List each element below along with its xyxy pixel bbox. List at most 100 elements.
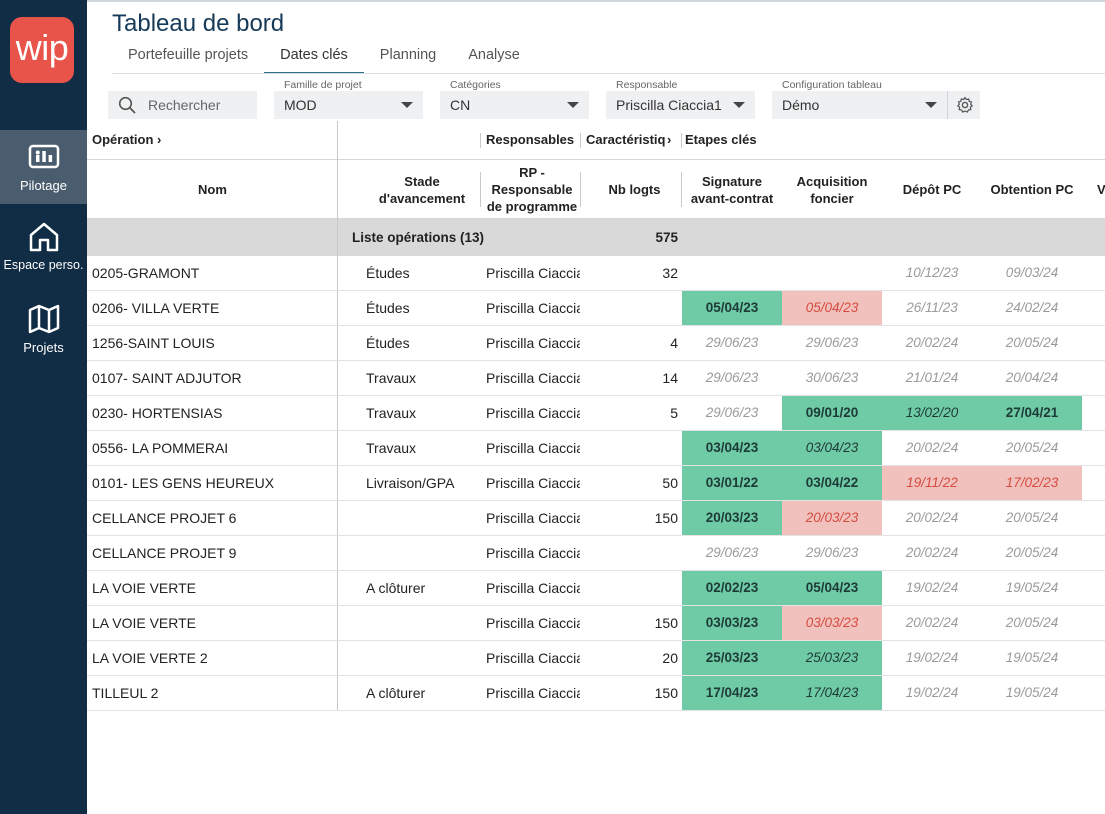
divider: [681, 133, 682, 148]
cell-nb: 4: [670, 335, 678, 351]
column-header-next[interactable]: V: [1097, 182, 1105, 197]
cell-dep: 20/02/24: [905, 545, 959, 560]
responsable-select[interactable]: Priscilla Ciaccia1: [606, 91, 755, 119]
group-operation[interactable]: Opération ›: [92, 132, 161, 147]
cell-sig: 03/03/23: [682, 606, 782, 640]
table-row[interactable]: 0556- LA POMMERAI Travaux Priscilla Ciacci…: [87, 431, 1105, 466]
responsable-value: Priscilla Ciaccia1: [616, 97, 722, 113]
home-icon: [29, 222, 58, 252]
cell-dep: 26/11/23: [906, 300, 958, 315]
cell-obt: 24/02/24: [1005, 300, 1059, 315]
categories-label: Catégories: [450, 79, 501, 91]
cell-nb: 5: [670, 405, 678, 421]
table-row[interactable]: 0101- LES GENS HEUREUX Livraison/GPA Prisc…: [87, 466, 1105, 501]
table-row[interactable]: 0205-GRAMONT Études Priscilla Ciaccia1 32 10…: [87, 256, 1105, 291]
settings-button[interactable]: [947, 91, 980, 119]
summary-label: Liste opérations (13): [352, 230, 485, 245]
configuration-label: Configuration tableau: [782, 79, 882, 91]
tab-dates-cles[interactable]: Dates clés: [264, 40, 364, 74]
cell-rp: Priscilla Ciaccia1: [486, 615, 580, 631]
cell-nom: LA VOIE VERTE: [92, 580, 197, 596]
famille-label: Famille de projet: [284, 79, 362, 91]
cell-obt: 20/05/24: [1005, 510, 1059, 525]
cell-nb: 14: [662, 370, 678, 386]
group-etapes-cles[interactable]: Etapes clés: [685, 132, 757, 147]
cell-obt: 19/05/24: [1005, 580, 1059, 595]
categories-value: CN: [450, 97, 471, 113]
cell-dep: 20/02/24: [905, 335, 959, 350]
top-divider: [87, 0, 1105, 2]
cell-nb: 32: [662, 265, 678, 281]
cell-sig: 02/02/23: [682, 571, 782, 605]
table-row[interactable]: TILLEUL 2 A clôturer Priscilla Ciaccia1 150…: [87, 676, 1105, 711]
cell-stade: Travaux: [366, 440, 417, 456]
cell-nom: 0206- VILLA VERTE: [92, 300, 220, 316]
column-header-obtention-pc[interactable]: Obtention PC: [990, 182, 1074, 197]
sidebar-item-label: Pilotage: [20, 178, 67, 193]
famille-value: MOD: [284, 97, 317, 113]
cell-rp: Priscilla Ciaccia1: [486, 510, 580, 526]
divider: [580, 172, 581, 207]
cell-acq: 03/03/23: [782, 606, 882, 640]
cell-dep: 20/02/24: [905, 440, 959, 455]
column-header-acquisition[interactable]: Acquisition foncier: [796, 173, 868, 206]
sidebar-item-pilotage[interactable]: Pilotage: [0, 130, 87, 204]
wip-logo[interactable]: wip: [10, 17, 74, 83]
table-row[interactable]: CELLANCE PROJET 9 Priscilla Ciaccia1 29/06…: [87, 536, 1105, 571]
sidebar-item-projets[interactable]: Projets: [0, 292, 87, 366]
tab-portefeuille-projets[interactable]: Portefeuille projets: [128, 47, 249, 63]
table-row[interactable]: 0230- HORTENSIAS Travaux Priscilla Ciaccia…: [87, 396, 1105, 431]
tab-planning[interactable]: Planning: [379, 47, 437, 63]
column-header-nb-logts[interactable]: Nb logts: [608, 182, 661, 197]
table-row[interactable]: 0206- VILLA VERTE Études Priscilla Ciaccia…: [87, 291, 1105, 326]
group-responsables[interactable]: Responsables: [486, 132, 575, 147]
cell-nom: 0230- HORTENSIAS: [92, 405, 223, 421]
cell-sig: 29/06/23: [705, 370, 759, 385]
cell-dep: 19/02/24: [905, 580, 959, 595]
cell-rp: Priscilla Ciaccia1: [486, 580, 580, 596]
search-box[interactable]: [108, 91, 257, 119]
sidebar-item-espace-perso[interactable]: Espace perso.: [0, 210, 87, 284]
cell-nb: 50: [662, 475, 678, 491]
cell-nom: 0205-GRAMONT: [92, 265, 200, 281]
divider: [480, 133, 481, 148]
column-header-signature[interactable]: Signature avant-contrat: [690, 173, 774, 206]
configuration-select[interactable]: Démo: [772, 91, 947, 119]
cell-obt: 20/04/24: [1005, 370, 1059, 385]
column-header-rp[interactable]: RP - Responsable de programme: [486, 165, 578, 214]
cell-rp: Priscilla Ciaccia1: [486, 475, 580, 491]
cell-stade: [366, 536, 478, 570]
famille-select[interactable]: MOD: [274, 91, 423, 119]
chevron-down-icon: [401, 102, 413, 108]
sidebar: wip Pilotage Espace perso. Projets: [0, 0, 87, 814]
cell-dep: 10/12/23: [905, 265, 959, 280]
cell-rp: Priscilla Ciaccia1: [486, 265, 580, 281]
cell-rp: Priscilla Ciaccia1: [486, 650, 580, 666]
chevron-right-icon: ›: [157, 132, 162, 147]
group-caracteristiques[interactable]: Caractéristiq: [586, 132, 666, 147]
cell-rp: Priscilla Ciaccia1: [486, 300, 580, 316]
cell-obt: 20/05/24: [1005, 615, 1059, 630]
cell-acq: [782, 256, 882, 290]
cell-acq: 30/06/23: [805, 370, 859, 385]
categories-select[interactable]: CN: [440, 91, 589, 119]
cell-dep: 21/01/24: [905, 370, 959, 385]
tab-analyse[interactable]: Analyse: [468, 47, 520, 63]
cell-acq: 29/06/23: [805, 335, 859, 350]
chevron-right-icon[interactable]: ›: [667, 132, 672, 147]
cell-obt: 17/02/23: [982, 466, 1082, 500]
table-row[interactable]: LA VOIE VERTE A clôturer Priscilla Ciaccia…: [87, 571, 1105, 606]
cell-rp: Priscilla Ciaccia1: [486, 440, 580, 456]
cell-sig: 29/06/23: [705, 405, 759, 420]
table-row[interactable]: 0107- SAINT ADJUTOR Travaux Priscilla Ciac…: [87, 361, 1105, 396]
divider: [580, 133, 581, 148]
column-header-nom[interactable]: Nom: [198, 182, 227, 197]
search-input[interactable]: [148, 95, 252, 115]
column-header-depot-pc[interactable]: Dépôt PC: [902, 182, 962, 197]
cell-sig: 29/06/23: [705, 545, 759, 560]
column-header-stade[interactable]: Stade d'avancement: [378, 173, 466, 206]
table-row[interactable]: 1256-SAINT LOUIS Études Priscilla Ciaccia1…: [87, 326, 1105, 361]
